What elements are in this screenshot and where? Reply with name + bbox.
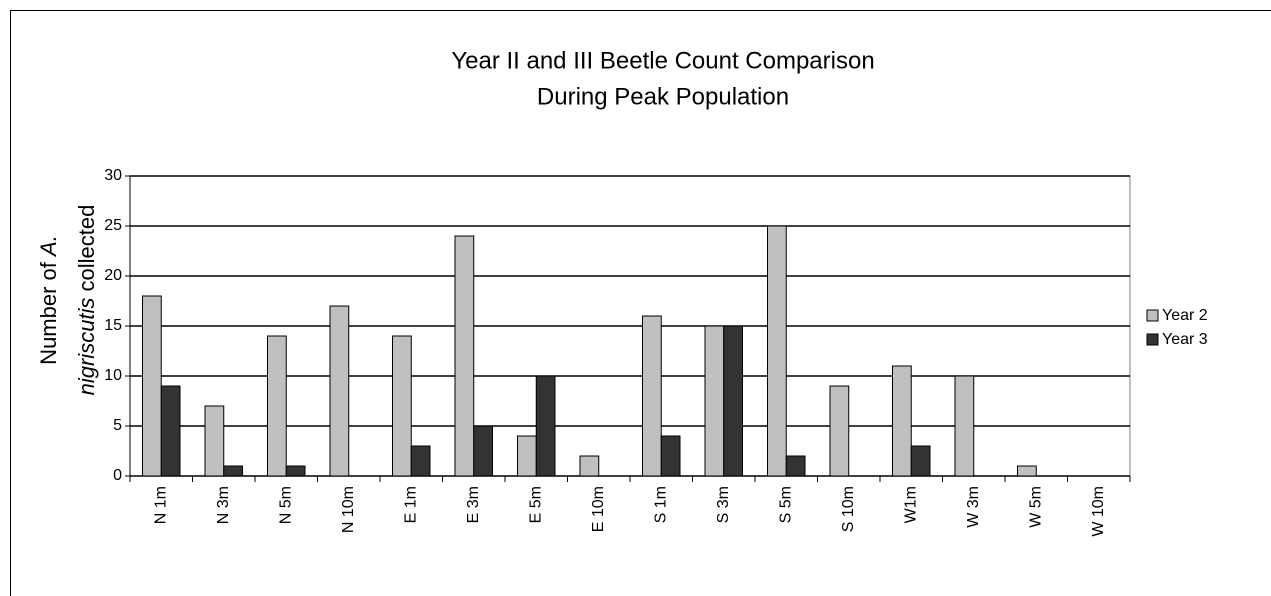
legend-swatch [1146, 309, 1159, 322]
y-axis-label-part: A. [36, 235, 61, 258]
x-tick-label: W 5m [1027, 486, 1044, 528]
bar [160, 385, 181, 477]
bar [517, 435, 537, 477]
x-tick-label: N 10m [340, 486, 357, 533]
chart-title: During Peak Population [537, 83, 789, 110]
y-tick-label: 30 [104, 167, 122, 184]
bar [285, 465, 306, 477]
bar [660, 435, 681, 477]
bar [454, 235, 475, 477]
bar [954, 375, 975, 477]
bar [723, 325, 743, 477]
bar [267, 335, 287, 477]
x-tick-label: S 1m [652, 486, 669, 523]
y-axis-label: Number of A. [36, 235, 61, 365]
chart-border [10, 10, 1271, 596]
x-tick-label: W 3m [965, 486, 982, 528]
y-axis-label-part: Number of [36, 256, 61, 365]
bar [892, 365, 912, 477]
bar [410, 445, 431, 477]
bar [1017, 465, 1037, 477]
x-tick-label: N 5m [277, 486, 294, 524]
bar [204, 405, 225, 477]
bar [329, 305, 350, 477]
bar [829, 385, 850, 477]
y-tick-label: 0 [113, 467, 122, 484]
x-tick-label: E 3m [465, 486, 482, 523]
x-tick-label: N 3m [215, 486, 232, 524]
x-tick-label: W1m [902, 486, 919, 523]
bar [767, 225, 787, 477]
x-tick-label: E 10m [590, 486, 607, 532]
x-tick-label: S 10m [840, 486, 857, 532]
bar [142, 295, 162, 477]
legend-label: Year 3 [1162, 331, 1208, 348]
y-tick-label: 25 [104, 217, 122, 234]
bar [704, 325, 725, 477]
x-tick-label: W 10m [1090, 486, 1107, 537]
bar [785, 455, 806, 477]
x-tick-label: S 5m [777, 486, 794, 523]
bar [392, 335, 412, 477]
y-axis-label: nigriscutis collected [74, 205, 99, 396]
bar [473, 425, 493, 477]
bar [579, 455, 600, 477]
bar [910, 445, 931, 477]
y-tick-label: 10 [104, 367, 122, 384]
legend-swatch [1146, 333, 1159, 346]
x-tick-label: S 3m [715, 486, 732, 523]
x-tick-label: E 5m [527, 486, 544, 523]
y-axis-label-part: collected [74, 205, 99, 298]
bar [535, 375, 556, 477]
y-tick-label: 15 [104, 317, 122, 334]
bar [223, 465, 243, 477]
legend-label: Year 2 [1162, 307, 1208, 324]
y-tick-label: 5 [113, 417, 122, 434]
chart-title: Year II and III Beetle Count Comparison [451, 47, 874, 74]
x-tick-label: E 1m [402, 486, 419, 523]
bar [642, 315, 662, 477]
y-tick-label: 20 [104, 267, 122, 284]
y-axis-label-part: nigriscutis [74, 298, 99, 396]
x-tick-label: N 1m [152, 486, 169, 524]
